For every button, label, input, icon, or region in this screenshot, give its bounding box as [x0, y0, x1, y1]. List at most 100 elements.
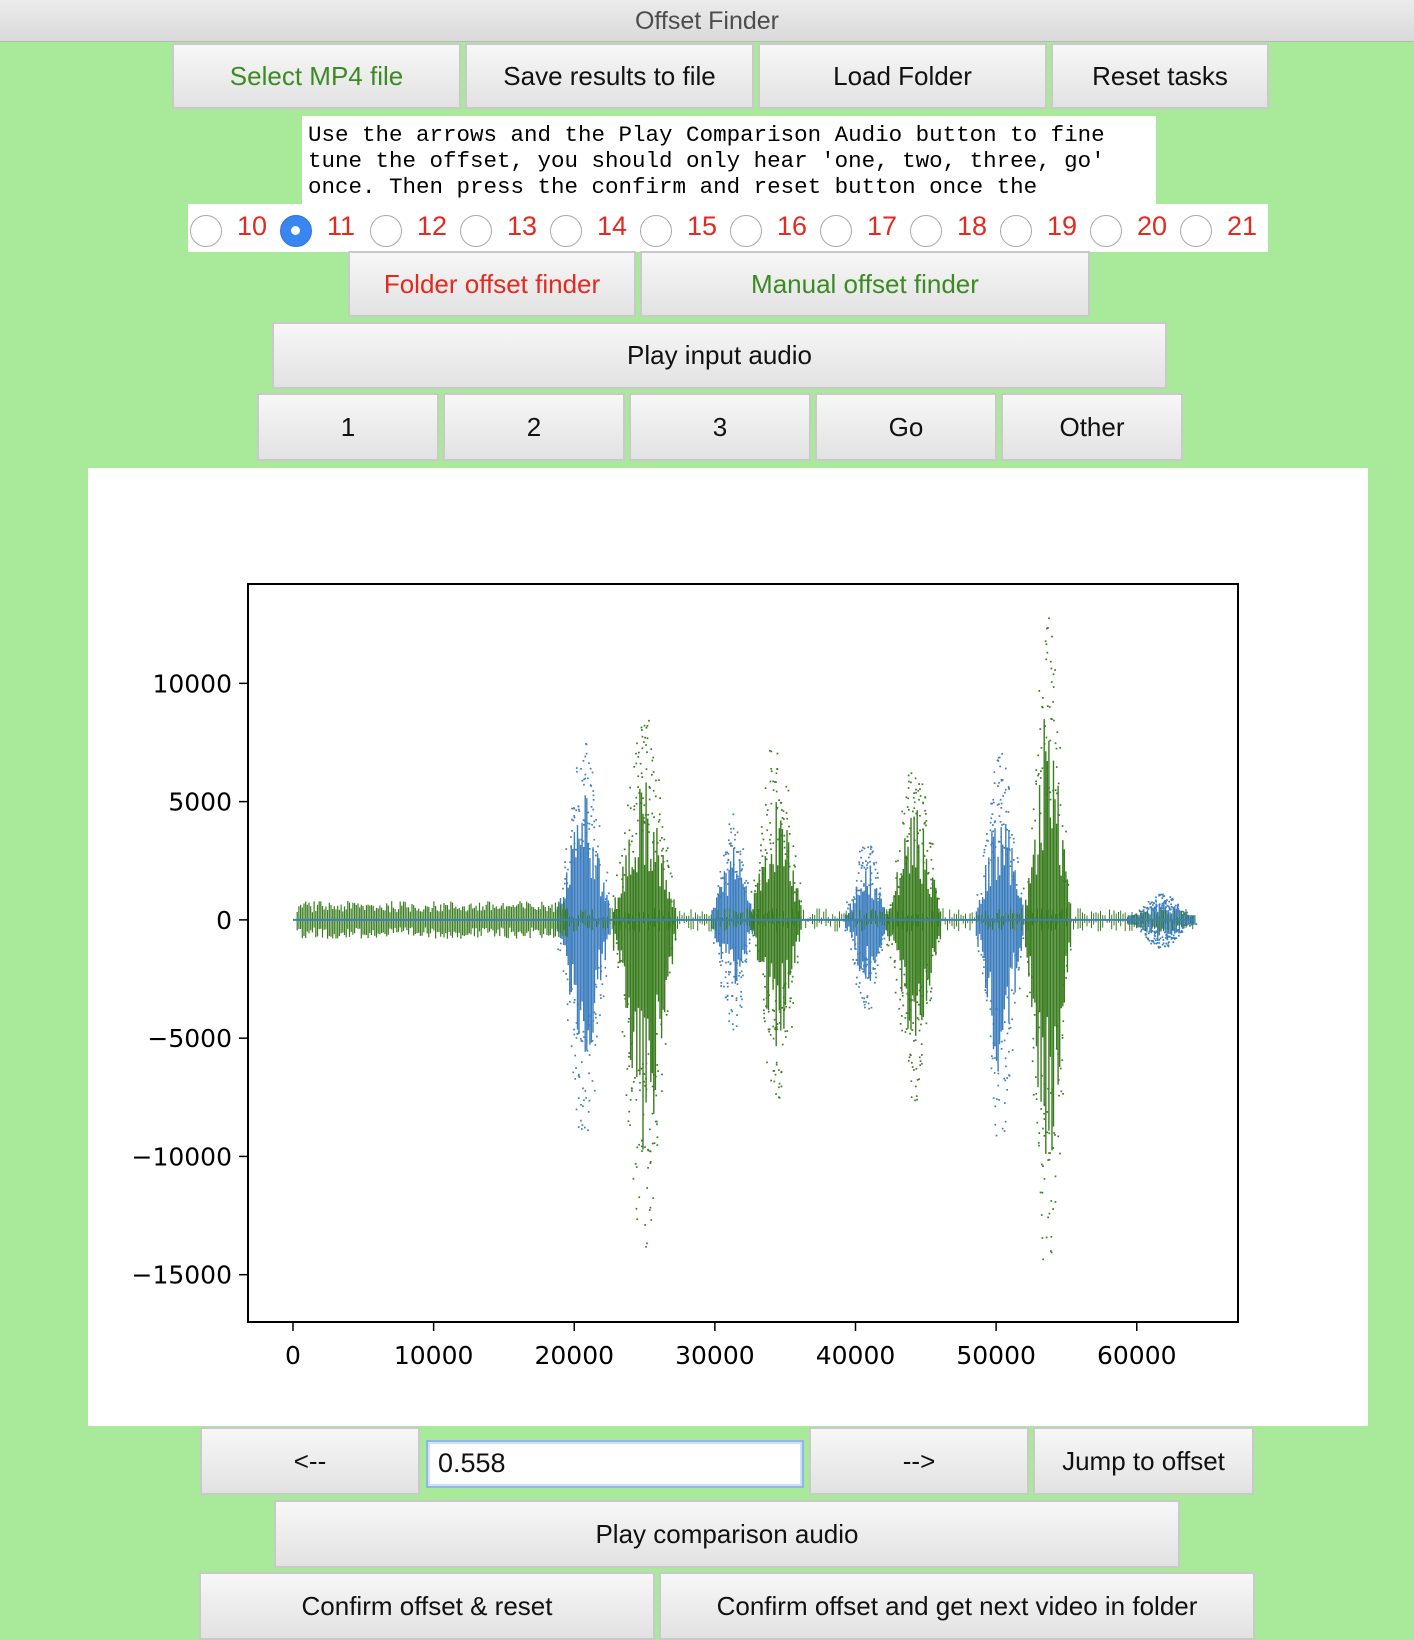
series-1-burst-2-point: [887, 944, 890, 947]
series-1-burst-3-point: [1040, 1214, 1043, 1216]
radio-18[interactable]: [910, 215, 942, 247]
series-1-burst-0-point: [616, 874, 618, 877]
word-button-go[interactable]: Go: [815, 393, 997, 461]
series-0-burst-3-point: [999, 798, 1002, 801]
series-0-burst-3-point: [1013, 841, 1015, 844]
offset-input[interactable]: 0.558: [426, 1440, 804, 1488]
radio-19[interactable]: [1000, 215, 1032, 247]
series-0-burst-3-point: [1004, 791, 1006, 794]
series-0-burst-2-point: [855, 948, 857, 950]
series-0-burst-3-point: [1000, 836, 1002, 838]
confirm-next-video-button[interactable]: Confirm offset and get next video in fol…: [659, 1572, 1255, 1640]
radio-17[interactable]: [820, 215, 852, 247]
series-1-burst-0-point: [646, 751, 648, 753]
series-1-burst-1-point: [767, 991, 769, 993]
series-0-burst-4-point: [1148, 932, 1150, 935]
series-1-burst-3-point: [1028, 973, 1030, 975]
series-0-burst-1-point: [725, 851, 727, 854]
series-0-burst-0-point: [584, 777, 587, 780]
series-1-burst-3-point: [1041, 706, 1044, 709]
series-0-burst-1-point: [718, 952, 720, 955]
radio-label-12: 12: [417, 211, 448, 241]
save-results-button[interactable]: Save results to file: [465, 43, 754, 109]
series-0-burst-3-point: [983, 851, 986, 854]
series-0-burst-3-point: [1008, 1074, 1011, 1077]
load-folder-button[interactable]: Load Folder: [758, 43, 1047, 109]
series-0-burst-1-point: [728, 842, 731, 845]
series-1-burst-3-point: [1065, 880, 1067, 883]
series-0-burst-3-point: [1000, 778, 1003, 781]
series-0-burst-1-point: [726, 995, 729, 997]
series-1-burst-1-point: [761, 855, 764, 857]
back-arrow-button[interactable]: <--: [200, 1427, 420, 1495]
series-1-burst-2-point: [918, 798, 920, 801]
word-button-other[interactable]: Other: [1001, 393, 1183, 461]
series-0-burst-2-point: [861, 968, 864, 970]
series-0-burst-2-point: [862, 846, 864, 849]
series-1-burst-2-point: [908, 808, 910, 811]
series-0-burst-3-point: [992, 1097, 995, 1099]
series-1-burst-0-point: [646, 737, 649, 740]
series-1-burst-1-point: [783, 840, 786, 843]
series-1-burst-3-point: [1054, 669, 1056, 671]
series-0-burst-2-point: [855, 879, 858, 882]
reset-tasks-button[interactable]: Reset tasks: [1051, 43, 1269, 109]
series-0-burst-3-point: [1001, 1040, 1003, 1043]
series-0-burst-1-point: [728, 1012, 731, 1015]
series-0-burst-2-point: [865, 965, 867, 968]
series-1-burst-1-point: [775, 781, 777, 783]
series-0-burst-0-point: [582, 819, 585, 822]
radio-10[interactable]: [190, 215, 222, 247]
series-0-burst-0-point: [566, 882, 569, 885]
series-0-burst-0-point: [594, 1013, 597, 1015]
series-0-burst-4-point: [1164, 945, 1166, 948]
series-0-burst-3-point: [990, 802, 992, 805]
radio-20[interactable]: [1090, 215, 1122, 247]
word-button-2[interactable]: 2: [443, 393, 625, 461]
series-1-burst-0-point: [643, 724, 646, 727]
series-1-burst-1-point: [785, 785, 788, 788]
confirm-reset-button[interactable]: Confirm offset & reset: [199, 1572, 655, 1640]
manual-offset-finder-button[interactable]: Manual offset finder: [640, 251, 1090, 317]
radio-13[interactable]: [460, 215, 492, 247]
series-0-burst-3-point: [982, 855, 985, 857]
jump-to-offset-button[interactable]: Jump to offset: [1033, 1427, 1254, 1495]
series-1-burst-3-point: [1027, 961, 1029, 963]
radio-14[interactable]: [550, 215, 582, 247]
series-0-burst-0-point: [605, 879, 608, 882]
series-0-burst-2-point: [859, 850, 861, 853]
series-1-burst-0-point: [634, 1077, 636, 1079]
folder-offset-finder-button[interactable]: Folder offset finder: [348, 251, 636, 317]
radio-15[interactable]: [640, 215, 672, 247]
series-0-burst-3-point: [997, 785, 999, 787]
radio-12[interactable]: [370, 215, 402, 247]
series-0-burst-1-point: [727, 883, 729, 885]
series-1-burst-2-point: [914, 777, 917, 780]
series-0-burst-2-point: [865, 860, 867, 862]
series-1-burst-0-point: [654, 795, 657, 798]
word-button-3[interactable]: 3: [629, 393, 811, 461]
word-button-1[interactable]: 1: [257, 393, 439, 461]
series-1-burst-0-point: [652, 841, 654, 844]
series-1-burst-0-point: [629, 1124, 631, 1126]
series-0-burst-4-point: [1166, 944, 1169, 947]
series-1-burst-2-point: [893, 966, 896, 969]
series-0-burst-3-point: [1006, 1032, 1009, 1035]
series-1-burst-1-point: [778, 1069, 780, 1071]
series-0-burst-1-point: [743, 887, 745, 890]
select-mp4-button[interactable]: Select MP4 file: [172, 43, 461, 109]
radio-16[interactable]: [730, 215, 762, 247]
series-1-burst-1-point: [774, 1000, 777, 1002]
radio-11[interactable]: [280, 215, 312, 247]
play-input-audio-button[interactable]: Play input audio: [272, 322, 1167, 389]
series-0-burst-0-point: [599, 1014, 601, 1016]
series-0-burst-2-point: [862, 954, 865, 957]
radio-21[interactable]: [1180, 215, 1212, 247]
series-0-burst-2-point: [859, 966, 862, 968]
series-0-burst-3-point: [991, 813, 994, 815]
series-0-burst-0-point: [580, 1119, 582, 1122]
forward-arrow-button[interactable]: -->: [809, 1427, 1029, 1495]
play-comparison-audio-button[interactable]: Play comparison audio: [274, 1500, 1180, 1568]
series-0-burst-2-point: [867, 1002, 870, 1005]
series-0-burst-4-point: [1161, 936, 1164, 939]
